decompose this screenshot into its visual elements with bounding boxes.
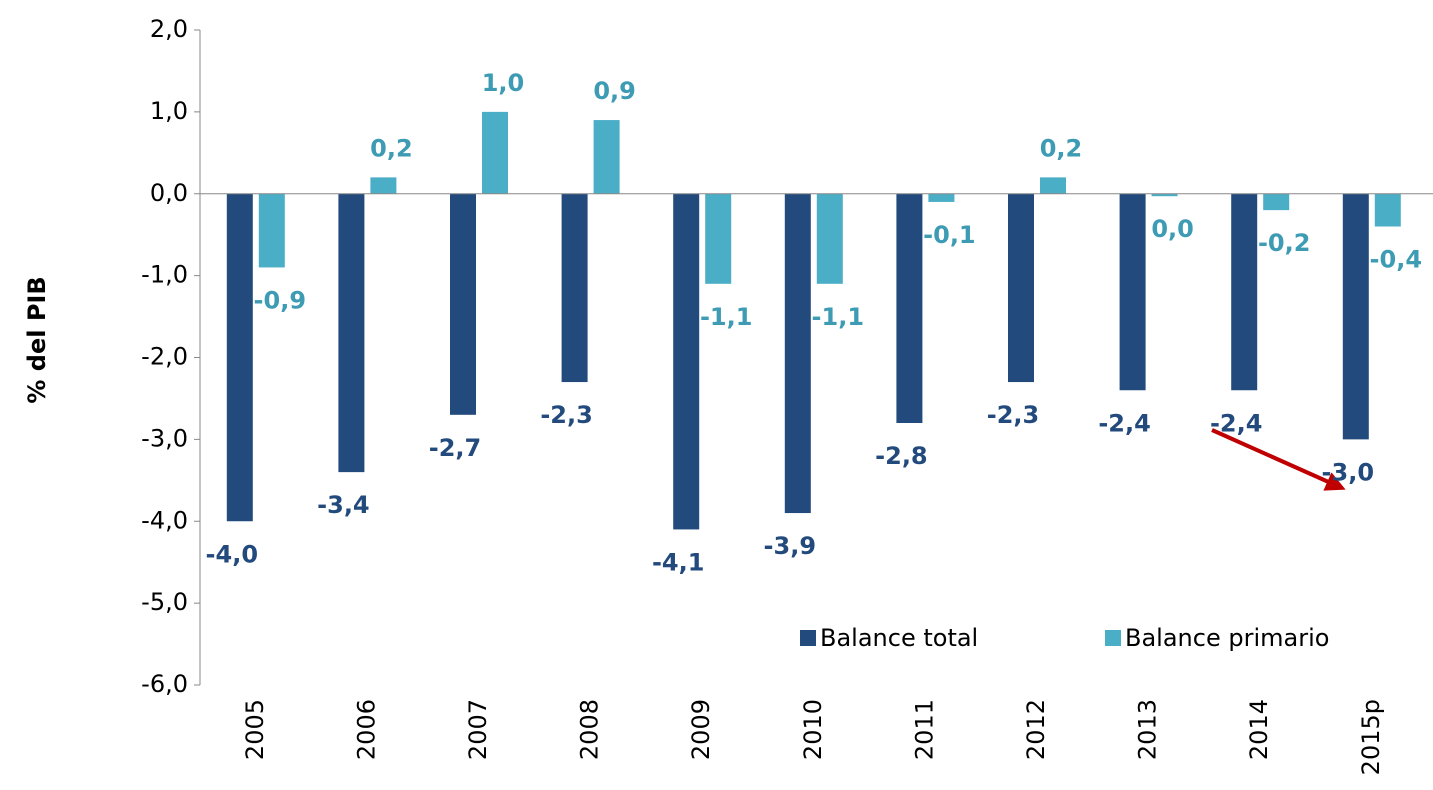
y-tick-label: 2,0	[150, 15, 188, 43]
x-tick-label: 2014	[1245, 699, 1273, 760]
x-tick-label: 2007	[464, 699, 492, 760]
value-label: -0,1	[923, 221, 975, 249]
value-label: -2,7	[429, 434, 481, 462]
bar	[928, 193, 955, 202]
x-tick-label: 2015p	[1357, 699, 1385, 775]
value-label: 0,2	[370, 134, 413, 162]
value-label: -2,3	[540, 401, 592, 429]
bar	[370, 177, 397, 194]
bar	[338, 193, 365, 473]
bar	[1263, 193, 1290, 211]
y-tick-label: -2,0	[141, 343, 188, 371]
legend-label: Balance primario	[1125, 624, 1329, 652]
bar	[784, 193, 811, 514]
value-label: -4,1	[652, 548, 704, 576]
x-tick-label: 2005	[241, 699, 269, 760]
bar	[1231, 193, 1258, 391]
value-label: -3,0	[1322, 458, 1374, 486]
value-label: -2,3	[987, 401, 1039, 429]
value-label: -0,2	[1258, 229, 1310, 257]
value-label: -0,4	[1370, 246, 1422, 274]
bar	[673, 193, 700, 530]
y-tick-label: -4,0	[141, 506, 188, 534]
value-label: -0,9	[254, 286, 306, 314]
bar	[593, 120, 620, 194]
value-label: 0,9	[593, 77, 636, 105]
bar	[482, 111, 508, 194]
bar	[450, 193, 476, 415]
value-label: -2,4	[1098, 409, 1150, 437]
y-tick-label: -3,0	[141, 424, 188, 452]
bar	[1374, 193, 1401, 227]
value-label: -4,0	[206, 540, 258, 568]
bar	[258, 193, 285, 268]
bar	[1151, 193, 1178, 197]
y-tick-label: -1,0	[141, 261, 188, 289]
legend-swatch	[1105, 630, 1121, 646]
value-label: -1,1	[700, 303, 752, 331]
x-tick-label: 2012	[1022, 699, 1050, 760]
value-label: -2,4	[1210, 409, 1262, 437]
bar	[561, 193, 588, 383]
bar	[1040, 177, 1066, 194]
annotation-arrow	[1211, 428, 1346, 491]
value-label: -3,4	[317, 491, 369, 519]
bar	[816, 193, 843, 284]
bar	[226, 193, 253, 522]
legend-label: Balance total	[820, 624, 978, 652]
bar	[1008, 193, 1034, 383]
x-tick-label: 2008	[576, 699, 604, 760]
x-tick-label: 2013	[1134, 699, 1162, 760]
x-tick-label: 2011	[910, 699, 938, 760]
y-tick-label: -6,0	[141, 670, 188, 698]
value-label: -2,8	[875, 442, 927, 470]
value-label: 0,0	[1151, 215, 1194, 243]
value-label: -1,1	[812, 303, 864, 331]
bar	[705, 193, 732, 284]
x-tick-label: 2010	[799, 699, 827, 760]
y-tick-label: 1,0	[150, 97, 188, 125]
y-tick-label: 0,0	[150, 179, 188, 207]
value-label: -3,9	[764, 532, 816, 560]
legend-swatch	[800, 630, 816, 646]
y-tick-label: -5,0	[141, 588, 188, 616]
value-label: 0,2	[1040, 134, 1083, 162]
bar	[896, 193, 923, 423]
bar	[1119, 193, 1146, 391]
x-tick-label: 2006	[352, 699, 380, 760]
x-tick-label: 2009	[687, 699, 715, 760]
value-label: 1,0	[482, 69, 525, 97]
y-axis-label: % del PIB	[23, 276, 51, 403]
bar	[1342, 193, 1369, 440]
